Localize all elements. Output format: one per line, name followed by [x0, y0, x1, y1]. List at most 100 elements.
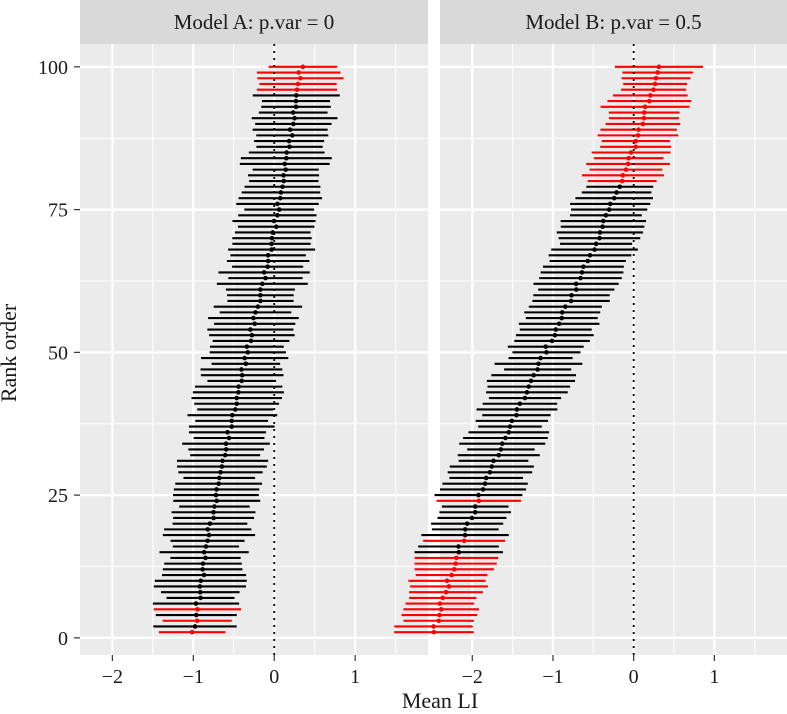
mean-point [239, 367, 244, 372]
mean-point [437, 601, 443, 606]
mean-point [553, 327, 559, 332]
mean-point [568, 298, 574, 304]
mean-point [284, 155, 289, 161]
mean-point [640, 121, 646, 127]
mean-point [295, 81, 301, 87]
mean-point [563, 304, 568, 309]
mean-point [461, 538, 467, 544]
mean-point [451, 567, 457, 572]
mean-point [236, 384, 241, 389]
mean-point [600, 224, 605, 230]
mean-point [636, 127, 641, 132]
mean-point [597, 230, 603, 235]
mean-point [192, 624, 198, 629]
mean-point [597, 235, 602, 241]
mean-point [538, 355, 543, 361]
mean-point [438, 607, 444, 612]
mean-point [626, 155, 631, 161]
mean-point [223, 447, 229, 452]
mean-point [655, 70, 660, 75]
mean-point [456, 544, 461, 549]
mean-point [281, 178, 287, 184]
mean-point [296, 70, 302, 75]
mean-point [269, 241, 274, 247]
mean-point [242, 355, 247, 361]
mean-point [526, 384, 532, 389]
mean-point [230, 412, 235, 418]
panel-background [80, 44, 428, 655]
mean-point [290, 110, 296, 115]
mean-point [293, 93, 299, 98]
mean-point [641, 110, 647, 115]
x-tick-label: −2 [102, 666, 123, 688]
mean-point [245, 350, 251, 355]
y-tick-label: 25 [48, 485, 68, 507]
mean-point [607, 201, 613, 207]
mean-point [603, 213, 609, 218]
mean-point [220, 458, 225, 464]
mean-point [611, 195, 617, 201]
mean-point [275, 213, 280, 218]
mean-point [628, 150, 634, 155]
mean-point [514, 412, 519, 418]
mean-point [271, 218, 277, 224]
mean-point [212, 504, 217, 509]
mean-point [482, 481, 488, 486]
mean-point [549, 338, 555, 344]
mean-point [652, 81, 658, 87]
mean-point [443, 589, 449, 595]
mean-point [283, 167, 288, 172]
mean-point [651, 87, 656, 92]
mean-point [431, 624, 436, 629]
mean-point [573, 281, 579, 287]
mean-point [535, 367, 540, 372]
y-axis: 0 25 50 75 100 [38, 57, 80, 650]
mean-point [278, 195, 283, 201]
mean-point [625, 161, 631, 167]
mean-point [531, 372, 536, 378]
mean-point [617, 184, 623, 190]
mean-point [193, 601, 199, 606]
mean-point [294, 87, 300, 92]
x-axis-title: Mean LI [402, 688, 478, 713]
x-tick-label: 0 [629, 666, 639, 688]
y-tick-label: 0 [58, 628, 68, 650]
mean-point [592, 247, 597, 252]
mean-point [587, 252, 593, 258]
mean-point [189, 629, 195, 635]
mean-point [503, 435, 508, 441]
mean-point [653, 75, 659, 81]
mean-point [226, 435, 232, 441]
mean-point [489, 464, 495, 469]
mean-point [449, 572, 454, 578]
x-tick-label: −2 [462, 666, 483, 688]
facet-strip-title: Model B: p.var = 0.5 [525, 10, 701, 34]
mean-point [585, 258, 591, 264]
mean-point [201, 549, 207, 555]
mean-point [446, 584, 452, 589]
mean-point [236, 390, 241, 395]
mean-point [198, 595, 203, 601]
facet-strip [440, 0, 787, 44]
mean-point [480, 487, 486, 492]
mean-point [223, 441, 229, 447]
mean-point [472, 504, 478, 509]
mean-point [579, 270, 585, 275]
mean-point [234, 395, 239, 401]
mean-point [476, 498, 482, 504]
mean-point [239, 372, 245, 378]
panel-model-b: Model B: p.var = 0.5 −2 −1 0 1 [394, 0, 787, 688]
mean-point [517, 401, 523, 407]
mean-point [253, 310, 258, 315]
mean-point [487, 469, 493, 475]
facet-strip-title: Model A: p.var = 0 [174, 10, 335, 34]
x-tick-label: −1 [542, 666, 563, 688]
mean-point [203, 544, 209, 549]
mean-point [193, 612, 199, 618]
mean-point [280, 184, 285, 190]
mean-point [552, 332, 558, 338]
mean-point [453, 561, 458, 566]
x-axis: −2 −1 0 1 [102, 655, 360, 688]
mean-point [431, 629, 437, 635]
